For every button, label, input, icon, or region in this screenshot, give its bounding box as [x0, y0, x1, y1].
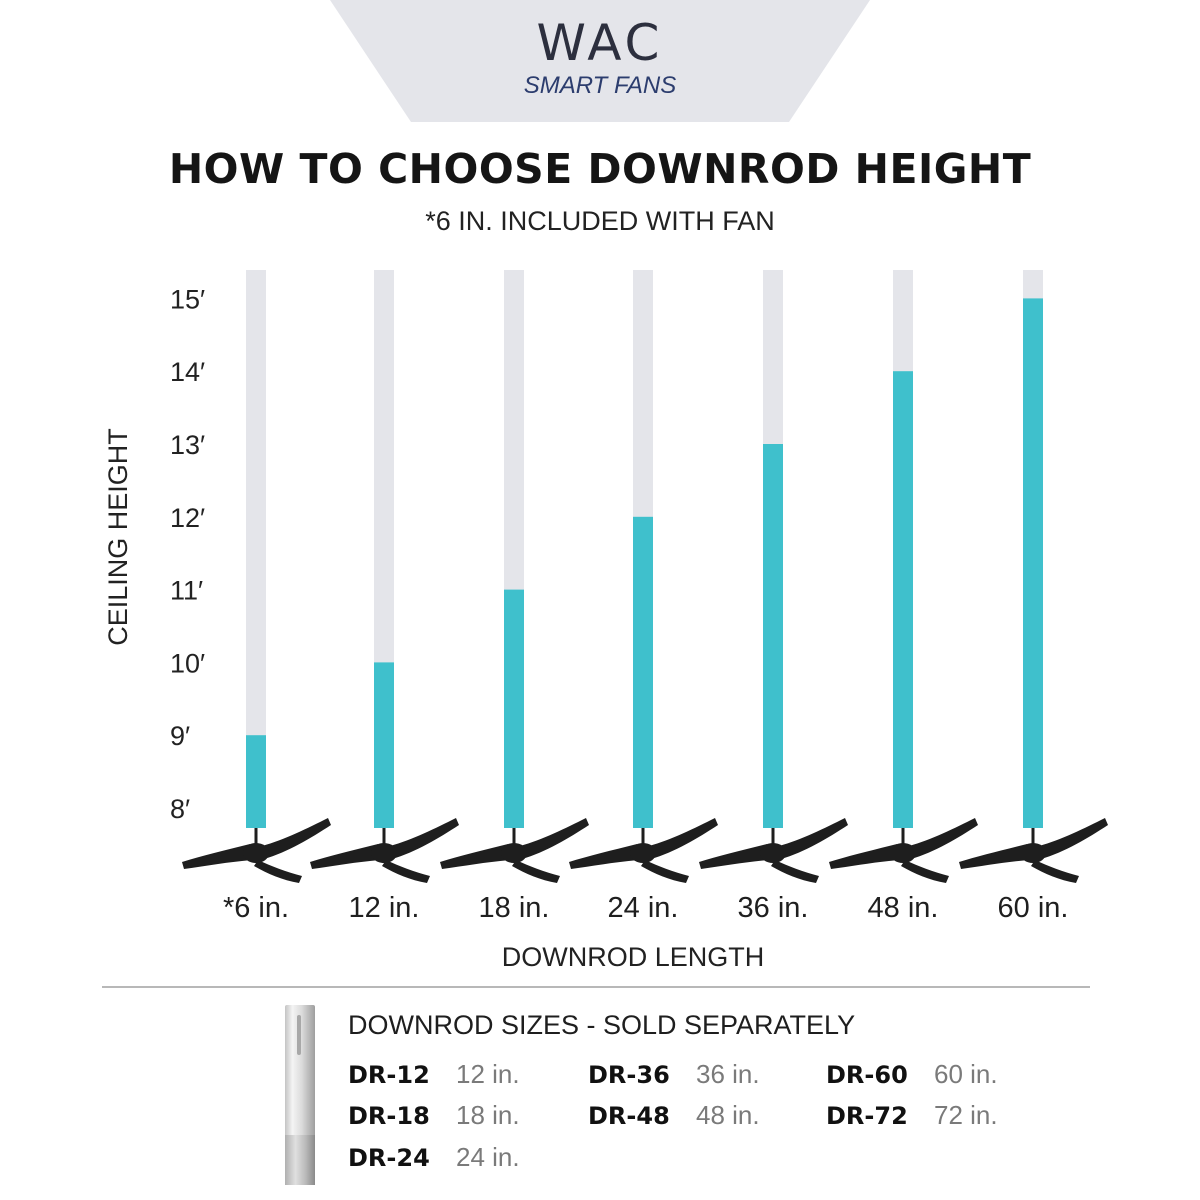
bar — [246, 735, 266, 828]
size-length: 12 in. — [456, 1059, 520, 1089]
y-axis-label: CEILING HEIGHT — [103, 428, 133, 646]
size-item-dr-48: DR-48 48 in. — [588, 1099, 760, 1131]
bar — [633, 516, 653, 828]
size-length: 24 in. — [456, 1142, 520, 1172]
fan-icon — [440, 818, 589, 883]
y-tick-labels: 8′ 9′ 10′ 11′ 12′ 13′ 14′ 15′ — [170, 284, 205, 824]
size-code: DR-48 — [588, 1102, 670, 1130]
bar — [504, 589, 524, 828]
divider — [102, 986, 1090, 988]
fan-icon — [959, 818, 1108, 883]
chart-subtitle: *6 IN. INCLUDED WITH FAN — [425, 206, 775, 236]
fan-icon — [310, 818, 459, 883]
x-axis-label: DOWNROD LENGTH — [502, 942, 765, 972]
size-length: 48 in. — [696, 1100, 760, 1130]
chart-title: HOW TO CHOOSE DOWNROD HEIGHT — [168, 145, 1032, 193]
y-tick-label: 12′ — [170, 503, 205, 533]
sizes-title: DOWNROD SIZES - SOLD SEPARATELY — [348, 1010, 856, 1040]
y-tick-label: 14′ — [170, 357, 205, 387]
x-tick-label: 12 in. — [349, 892, 420, 924]
size-length: 18 in. — [456, 1100, 520, 1130]
y-tick-label: 15′ — [170, 284, 205, 314]
size-item-dr-60: DR-60 60 in. — [826, 1058, 998, 1090]
x-tick-label: *6 in. — [223, 892, 289, 924]
size-code: DR-72 — [826, 1102, 908, 1130]
x-tick-label: 48 in. — [868, 892, 939, 924]
size-length: 60 in. — [934, 1059, 998, 1089]
size-code: DR-36 — [588, 1061, 670, 1089]
x-tick-label: 60 in. — [998, 892, 1069, 924]
y-tick-label: 9′ — [170, 721, 190, 751]
x-tick-labels: *6 in. 12 in. 18 in. 24 in. 36 in. 48 in. 60 i… — [223, 892, 1069, 924]
y-tick-label: 10′ — [170, 648, 205, 678]
fan-icon — [182, 818, 331, 883]
size-length: 72 in. — [934, 1100, 998, 1130]
size-item-dr-72: DR-72 72 in. — [826, 1099, 998, 1131]
size-code: DR-12 — [348, 1061, 430, 1089]
y-tick-label: 11′ — [170, 576, 203, 606]
size-item-dr-36: DR-36 36 in. — [588, 1058, 760, 1090]
fan-icon — [569, 818, 718, 883]
brand-name: WAC — [536, 14, 664, 72]
bar — [374, 662, 394, 828]
size-code: DR-24 — [348, 1144, 430, 1172]
logo-banner: WAC SMART FANS — [330, 0, 870, 122]
x-tick-label: 18 in. — [479, 892, 550, 924]
size-code: DR-18 — [348, 1102, 430, 1130]
brand-subtitle: SMART FANS — [523, 72, 677, 99]
size-item-dr-18: DR-18 18 in. — [348, 1099, 520, 1131]
bar — [1023, 298, 1043, 828]
size-length: 36 in. — [696, 1059, 760, 1089]
bar — [763, 444, 783, 828]
size-code: DR-60 — [826, 1061, 908, 1089]
size-item-dr-12: DR-12 12 in. — [348, 1058, 520, 1090]
fan-icon — [829, 818, 978, 883]
fan-icon — [699, 818, 848, 883]
fans — [182, 818, 1108, 883]
bar — [893, 371, 913, 828]
downrod-image — [285, 1005, 315, 1185]
bars — [246, 298, 1043, 828]
y-tick-label: 8′ — [170, 794, 190, 824]
bar-track — [246, 270, 266, 828]
x-tick-label: 36 in. — [738, 892, 809, 924]
x-tick-label: 24 in. — [608, 892, 679, 924]
size-item-dr-24: DR-24 24 in. — [348, 1141, 520, 1173]
y-tick-label: 13′ — [170, 430, 205, 460]
